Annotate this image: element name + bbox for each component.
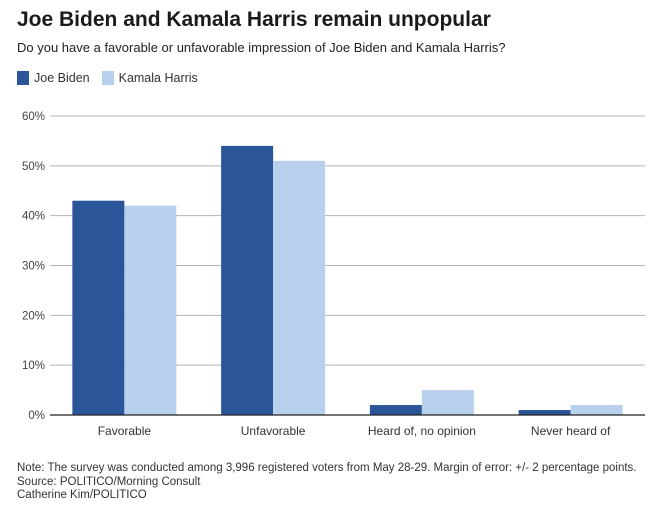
plot-area: 0% 10% 20% 30% 40% 50% 60% Favorable Unfavorable… xyxy=(22,111,645,438)
bar-biden xyxy=(369,405,422,415)
x-tick-label: Unfavorable xyxy=(241,424,306,438)
y-tick-label: 60% xyxy=(22,111,45,123)
y-tick-label: 50% xyxy=(22,161,45,173)
bar-harris xyxy=(570,405,623,415)
y-tick-label: 40% xyxy=(22,211,45,223)
bar-biden xyxy=(221,145,274,415)
bar-harris xyxy=(124,205,177,415)
notes: Note: The survey was conducted among 3,9… xyxy=(17,462,637,503)
x-tick-label: Never heard of xyxy=(531,424,611,438)
credit-text: Catherine Kim/POLITICO xyxy=(17,489,147,501)
bar-harris xyxy=(421,390,474,415)
chart-subtitle: Do you have a favorable or unfavorable i… xyxy=(17,40,506,55)
legend-label-harris: Kamala Harris xyxy=(118,71,198,85)
y-tick-label: 0% xyxy=(28,410,45,422)
x-tick-label: Heard of, no opinion xyxy=(368,424,476,438)
legend-item-harris: Kamala Harris xyxy=(101,71,198,85)
source-text: Source: POLITICO/Morning Consult xyxy=(17,475,201,488)
bar-biden xyxy=(72,200,125,415)
bar-harris xyxy=(273,160,326,415)
chart-title: Joe Biden and Kamala Harris remain unpop… xyxy=(17,8,491,31)
legend: Joe Biden Kamala Harris xyxy=(17,71,198,85)
legend-item-biden: Joe Biden xyxy=(17,71,90,85)
legend-swatch-harris xyxy=(101,71,114,85)
note-text: Note: The survey was conducted among 3,9… xyxy=(17,462,637,474)
y-tick-label: 30% xyxy=(22,261,45,273)
legend-label-biden: Joe Biden xyxy=(34,71,90,85)
x-tick-label: Favorable xyxy=(98,424,152,438)
y-tick-label: 10% xyxy=(22,360,45,372)
y-tick-label: 20% xyxy=(22,310,45,322)
legend-swatch-biden xyxy=(17,71,29,85)
bar-biden xyxy=(518,410,571,415)
